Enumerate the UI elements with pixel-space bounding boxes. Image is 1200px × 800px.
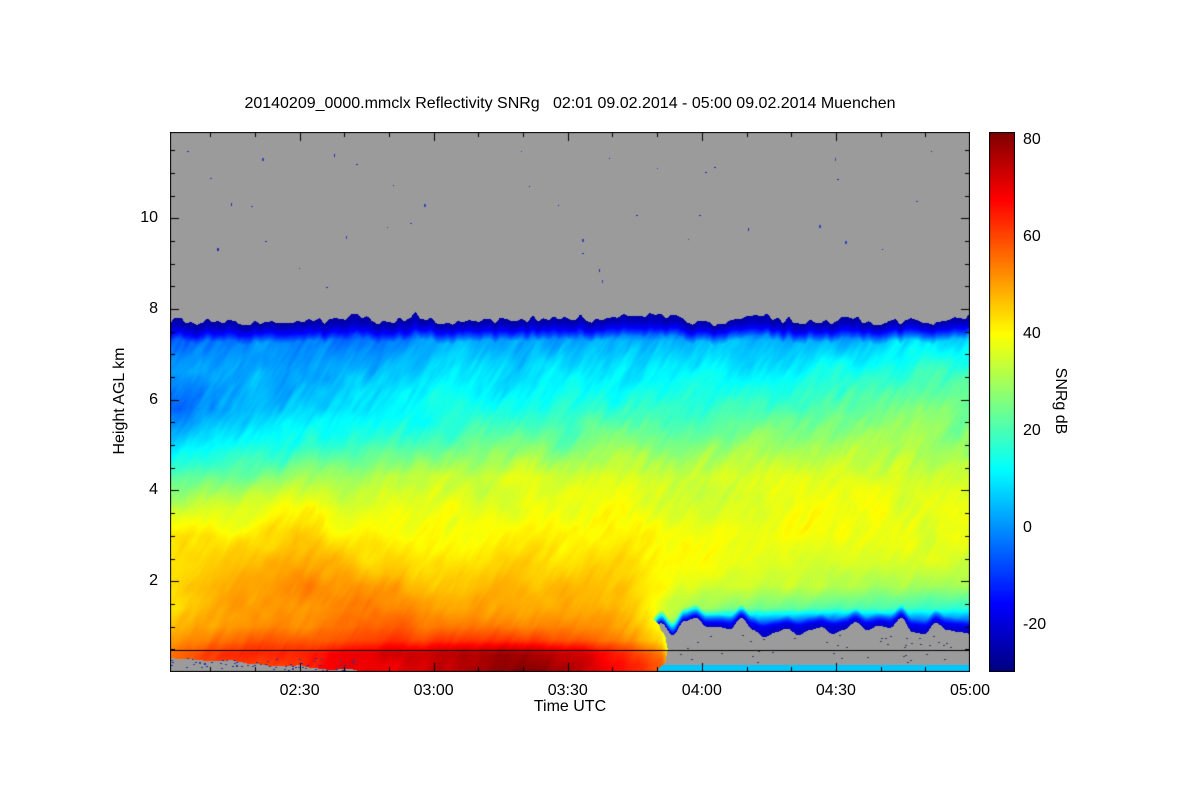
- x-tick-label: 03:30: [547, 682, 588, 699]
- colorbar: [989, 132, 1015, 672]
- y-tick-label: 2: [149, 572, 158, 590]
- y-tick-label: 6: [149, 390, 158, 408]
- x-tick-label: 04:00: [681, 682, 722, 699]
- colorbar-tick-label: 40: [1023, 324, 1041, 342]
- x-axis-label: Time UTC: [533, 698, 607, 715]
- x-tick-label: 04:30: [815, 682, 856, 699]
- colorbar-tick-label: -20: [1023, 615, 1047, 633]
- heatmap-plot-area: [170, 132, 970, 672]
- colorbar-tick-label: 80: [1023, 130, 1041, 148]
- colorbar-tick-label: 20: [1023, 421, 1041, 439]
- heatmap-canvas: [170, 132, 970, 672]
- x-tick-label: 02:30: [279, 682, 320, 699]
- y-tick-label: 8: [149, 299, 158, 317]
- x-tick-label: 03:00: [413, 682, 454, 699]
- y-tick-label: 10: [140, 209, 158, 227]
- y-tick-label: 4: [149, 481, 158, 499]
- colorbar-tick-label: 0: [1023, 518, 1032, 536]
- x-tick-label: 05:00: [949, 682, 991, 699]
- colorbar-tick-label: 60: [1023, 227, 1041, 245]
- colorbar-label: SNRg dB: [1052, 367, 1069, 435]
- plot-title: 20140209_0000.mmclx Reflectivity SNRg 02…: [244, 95, 896, 112]
